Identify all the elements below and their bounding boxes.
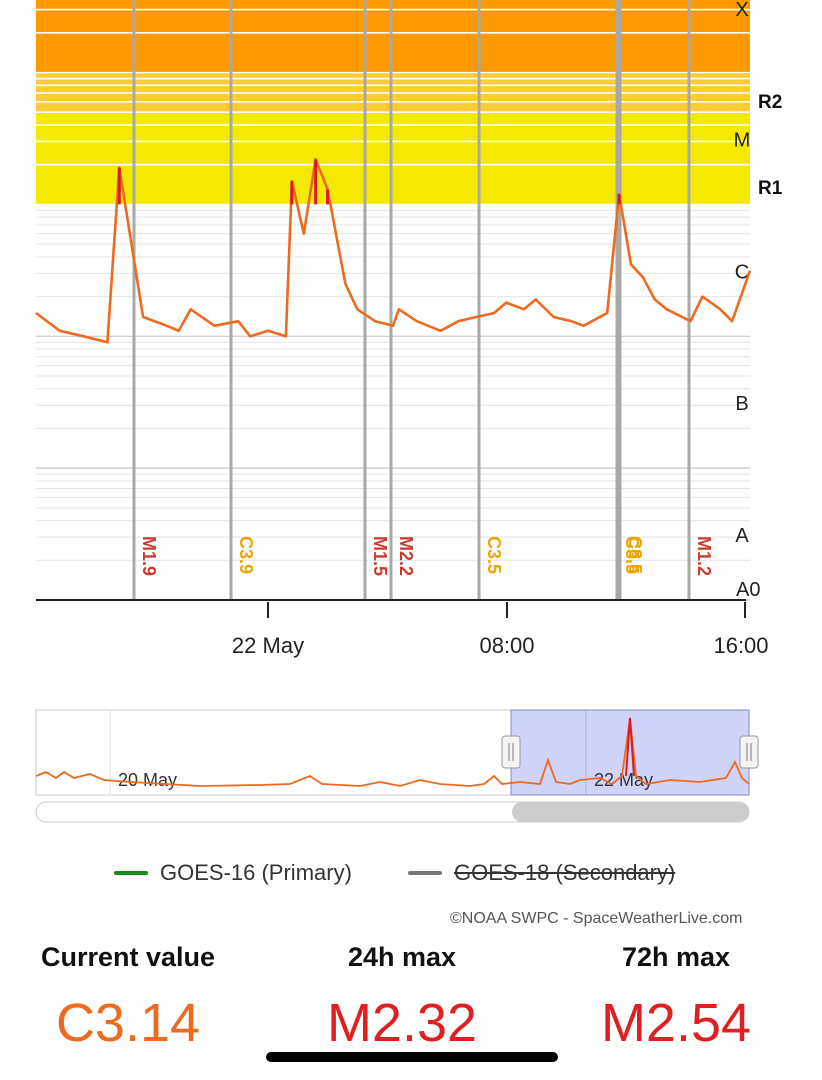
class-label-a: A (735, 525, 749, 547)
class-label-m: M (734, 129, 751, 151)
navigator-tick-label: 20 May (118, 770, 177, 790)
x-tick-label: 16:00 (713, 633, 768, 658)
blackout-label-r1: R1 (758, 178, 783, 199)
flare-marker-label: C8.5 (625, 536, 645, 574)
max24-label: 24h max (347, 942, 457, 972)
navigator-right-handle[interactable] (739, 735, 759, 769)
navigator-tick-label: 22 May (594, 770, 653, 790)
legend-line-primary (114, 871, 148, 875)
legend-item-secondary[interactable]: GOES-18 (Secondary) (408, 860, 675, 886)
flare-marker-label: M1.2 (694, 536, 714, 576)
flare-marker-label: M2.2 (396, 536, 416, 576)
class-label-x: X (735, 0, 748, 21)
class-label-a0: A0 (736, 579, 760, 601)
x-tick-label: 08:00 (479, 633, 534, 658)
navigator-peak (625, 717, 635, 777)
home-indicator[interactable] (266, 1052, 558, 1062)
legend-line-secondary (408, 871, 442, 875)
legend-item-primary[interactable]: GOES-16 (Primary) (114, 860, 352, 886)
current-value: C3.14 (55, 993, 201, 1053)
navigator-scrollbar-thumb[interactable] (512, 802, 749, 822)
max72-value: M2.54 (600, 993, 752, 1053)
flare-marker-label: C3.5 (622, 536, 642, 574)
current-value-label: Current value (40, 942, 216, 972)
navigator-series (35, 717, 750, 787)
x-tick-label: 22 May (232, 633, 304, 658)
legend: GOES-16 (Primary) GOES-18 (Secondary) (0, 860, 822, 892)
flare-marker-label: C3.9 (236, 536, 256, 574)
flare-marker-label: M1.9 (139, 536, 159, 576)
max72-label: 72h max (621, 942, 731, 972)
legend-label-secondary: GOES-18 (Secondary) (454, 860, 676, 885)
legend-label-primary: GOES-16 (Primary) (160, 860, 352, 885)
navigator-left-handle[interactable] (501, 735, 521, 769)
band-r1 (36, 112, 750, 205)
band-x-class (36, 0, 750, 73)
max24-value: M2.32 (326, 993, 478, 1053)
flux-line-goes16 (35, 157, 752, 344)
blackout-label-r2: R2 (758, 92, 782, 113)
flare-marker-label: M1.5 (370, 536, 390, 576)
credit-text: ©NOAA SWPC - SpaceWeatherLive.com (450, 910, 743, 927)
class-label-b: B (735, 393, 748, 415)
flare-marker-label: C3.5 (484, 536, 504, 574)
class-label-c: C (735, 261, 749, 283)
navigator-chart[interactable]: 20 May 22 May (0, 700, 822, 830)
